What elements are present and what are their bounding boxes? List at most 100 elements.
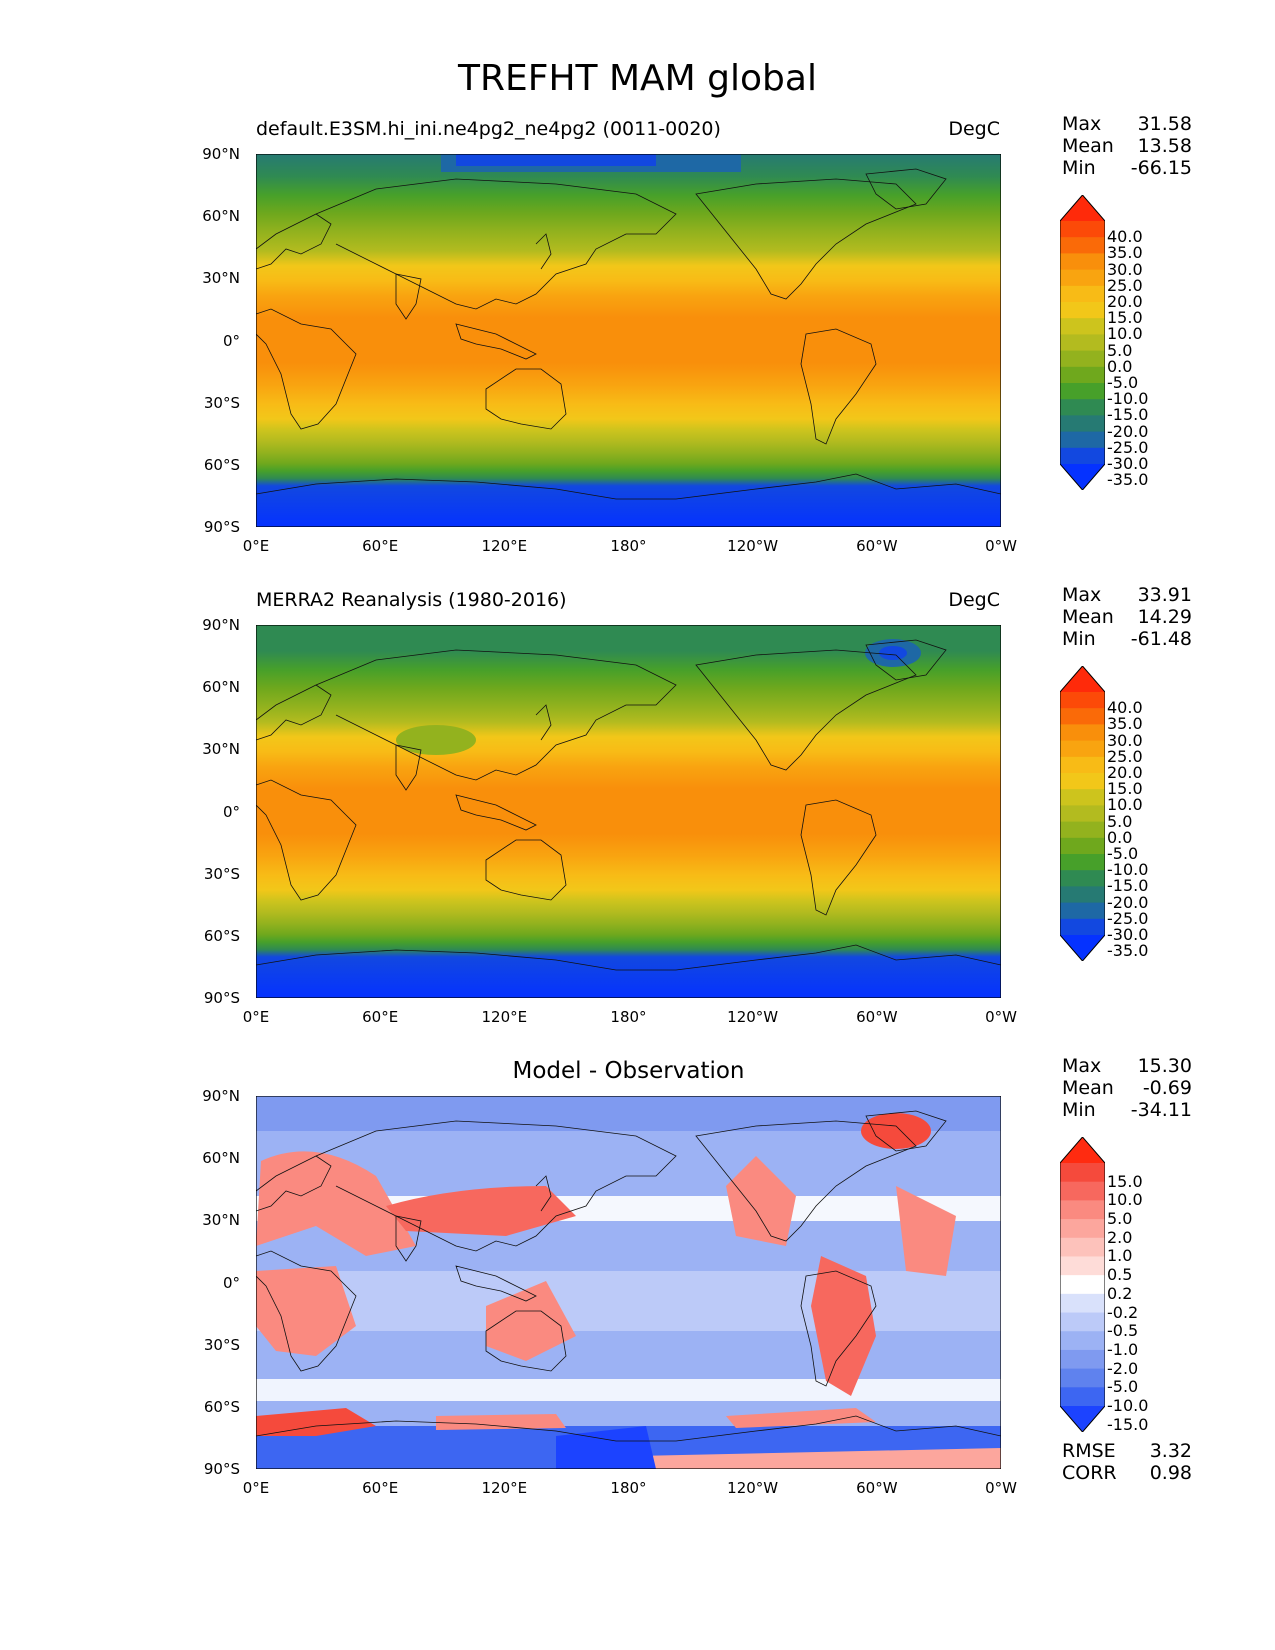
coastline-path	[865, 168, 947, 210]
lat-tick-label: 60°S	[203, 926, 240, 945]
colorbar-tick-label: 5.0	[1107, 1209, 1133, 1229]
colorbar-tick-label: -0.5	[1107, 1321, 1139, 1341]
colorbar-segment	[1060, 756, 1105, 774]
colorbar-tick-label: -5.0	[1107, 373, 1139, 392]
colorbar-tick-label: 1.0	[1107, 1246, 1133, 1266]
stat-max: 33.91	[1137, 584, 1192, 606]
colorbar-segment	[1060, 302, 1105, 319]
coastline-path	[535, 233, 552, 270]
colorbar-extend-top	[1060, 666, 1105, 692]
lat-tick-label: 30°S	[203, 1335, 240, 1354]
stat-max: 15.30	[1137, 1055, 1192, 1077]
colorbar-segment	[1060, 789, 1105, 806]
lat-tick-label: 30°S	[203, 864, 240, 883]
lat-tick-label: 60°N	[202, 207, 240, 226]
colorbar-segment	[1060, 1331, 1105, 1351]
stat-mean: 14.29	[1137, 606, 1192, 628]
colorbar-segment	[1060, 902, 1105, 920]
stat-min: -61.48	[1130, 628, 1192, 650]
lat-tick-label: 60°N	[202, 678, 240, 697]
panel-title-left: MERRA2 Reanalysis (1980-2016)	[256, 589, 567, 611]
colorbar-segment	[1060, 870, 1105, 887]
lon-tick-label: 0°E	[242, 537, 270, 555]
coastline-path	[315, 178, 677, 310]
stat-min-label: Min	[1062, 628, 1096, 650]
lon-tick-label: 120°E	[481, 1479, 528, 1497]
colorbar-tick-label: -25.0	[1107, 908, 1149, 928]
lon-tick-label: 120°E	[481, 1008, 528, 1026]
colorbar-segment	[1060, 1368, 1105, 1388]
map-obs	[256, 625, 1001, 998]
colorbar-segment	[1060, 708, 1105, 725]
colorbar-svg	[1059, 194, 1106, 491]
colorbar-tick-label: 40.0	[1107, 227, 1143, 247]
stat-max-label: Max	[1062, 1055, 1102, 1077]
colorbar-extend-bottom	[1060, 1406, 1105, 1432]
colorbar-tick-label: 15.0	[1107, 1171, 1143, 1191]
colorbar-segment	[1060, 253, 1105, 271]
colorbar-segment	[1060, 1293, 1105, 1314]
stat-mean-label: Mean	[1062, 606, 1114, 628]
coastline-path	[695, 178, 917, 300]
lon-tick-label: 60°W	[856, 1008, 898, 1026]
colorbar-tick-label: -1.0	[1107, 1339, 1139, 1359]
coastline-path	[315, 1120, 677, 1252]
colorbar-tick-label: -15.0	[1107, 1414, 1149, 1434]
corr-label: CORR	[1062, 1462, 1117, 1484]
rmse-value: 3.32	[1149, 1440, 1192, 1462]
lat-tick-label: 0°	[222, 331, 240, 350]
coastline-path	[455, 1265, 537, 1302]
colorbar-segment	[1060, 1200, 1105, 1220]
lon-tick-label: 60°W	[856, 537, 898, 555]
colorbar-tick-label: -35.0	[1107, 941, 1149, 961]
stat-mean-label: Mean	[1062, 1077, 1114, 1099]
lat-tick-label: 60°S	[203, 1397, 240, 1416]
colorbar-tick-label: -20.0	[1107, 421, 1149, 441]
coastline-path	[256, 779, 357, 901]
coastline-path	[395, 273, 422, 320]
panel-stats: Max 33.91 Mean 14.29 Min -61.48	[1062, 584, 1192, 650]
stat-max: 31.58	[1137, 113, 1192, 135]
colorbar-tick-label: -0.2	[1107, 1302, 1139, 1322]
colorbar-segment	[1060, 1275, 1105, 1295]
colorbar-tick-label: 35.0	[1107, 714, 1143, 734]
colorbar-abs	[1059, 665, 1106, 962]
colorbar-segment	[1060, 724, 1105, 742]
lon-tick-label: 0°W	[985, 1008, 1017, 1026]
colorbar-tick-label: 10.0	[1107, 324, 1143, 344]
colorbar-tick-label: 25.0	[1107, 746, 1143, 766]
coastline-path	[695, 649, 917, 771]
colorbar-tick-label: 0.0	[1107, 356, 1133, 376]
corr-value: 0.98	[1149, 1462, 1192, 1484]
colorbar-segment	[1060, 399, 1105, 416]
colorbar-segment	[1060, 383, 1105, 400]
colorbar-segment	[1060, 805, 1105, 823]
coastline-path	[800, 1270, 877, 1387]
colorbar-segment	[1060, 886, 1105, 904]
lon-tick-label: 60°E	[362, 1479, 399, 1497]
colorbar-tick-label: 15.0	[1107, 308, 1143, 328]
colorbar-tick-label: 15.0	[1107, 779, 1143, 799]
lat-tick-label: 90°N	[202, 616, 240, 634]
stat-min: -34.11	[1130, 1099, 1192, 1121]
colorbar-segment	[1060, 350, 1105, 368]
colorbar-segment	[1060, 740, 1105, 758]
lat-tick-label: 30°N	[202, 269, 240, 288]
colorbar-segment	[1060, 854, 1105, 871]
colorbar-segment	[1060, 821, 1105, 839]
coastline-path	[865, 1110, 947, 1152]
colorbar-tick-label: 30.0	[1107, 730, 1143, 750]
coastlines	[256, 1110, 1001, 1442]
coastline-path	[256, 1415, 1001, 1442]
stat-max-label: Max	[1062, 584, 1102, 606]
colorbar-segment	[1060, 269, 1105, 287]
colorbar-tick-label: -20.0	[1107, 892, 1149, 912]
coastline-path	[865, 639, 947, 681]
rmse-label: RMSE	[1062, 1440, 1116, 1462]
colorbar-segment	[1060, 1349, 1105, 1370]
colorbar-tick-label: 5.0	[1107, 811, 1133, 831]
lon-tick-label: 0°W	[985, 537, 1017, 555]
colorbar-tick-label: -15.0	[1107, 405, 1149, 425]
lat-tick-label: 60°N	[202, 1149, 240, 1168]
map-model-svg	[256, 154, 1001, 527]
